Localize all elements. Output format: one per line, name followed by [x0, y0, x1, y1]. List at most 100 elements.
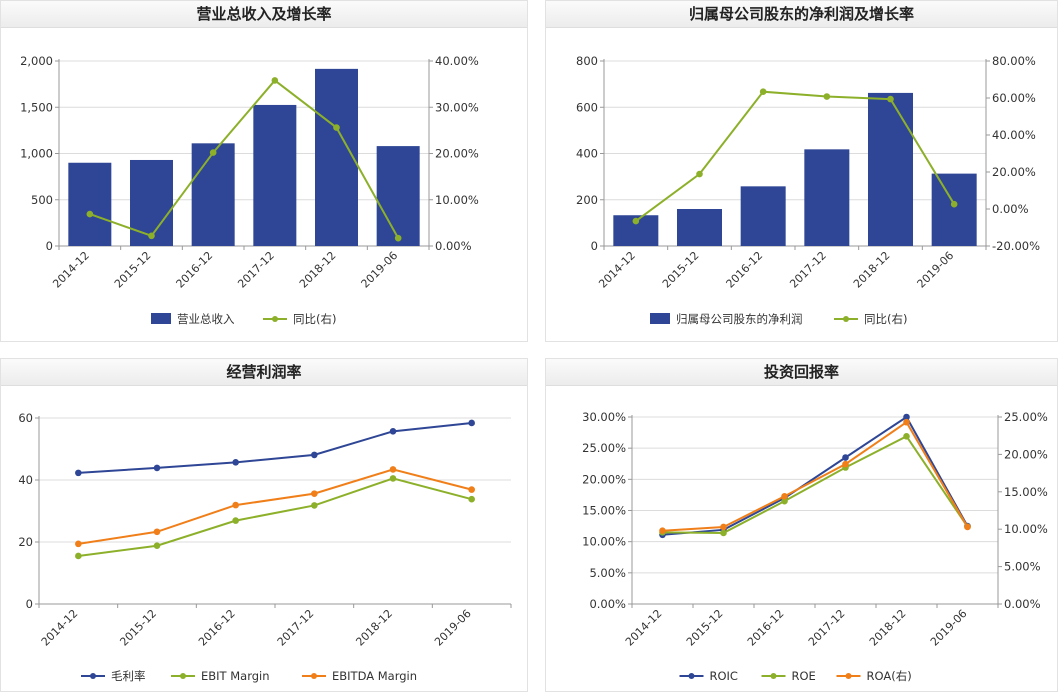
data-point: [842, 454, 849, 461]
y2-tick-label: 20.00%: [1004, 447, 1048, 461]
y2-tick-label: -20.00%: [992, 239, 1040, 253]
net-profit-chart: 0 200 400 600 800 -20.00% 0.00% 20.00% 40.00% 60.…: [576, 54, 1040, 326]
bar: [740, 186, 786, 246]
series-line: [78, 468, 472, 545]
x-tick-label: 2019-06: [915, 249, 957, 291]
data-point: [311, 451, 318, 459]
x-tick-label: 2016-12: [724, 249, 766, 291]
data-point: [148, 232, 155, 240]
x-tick-label: 2014-12: [39, 607, 81, 649]
net-profit-chart-panel: 归属母公司股东的净利润及增长率 0 200 400 600 800 -20.00% 0.00…: [545, 0, 1058, 342]
y-tick-label: 200: [576, 193, 598, 207]
bar: [68, 162, 112, 246]
data-point: [720, 523, 727, 531]
data-point: [75, 469, 82, 477]
data-point: [468, 486, 475, 493]
legend-label: 同比(右): [864, 312, 907, 326]
bar: [376, 146, 420, 246]
data-point: [389, 428, 397, 435]
y-tick-label: 1,000: [20, 147, 53, 161]
revenue-chart: 0 500 1,000 1,500 2,000 0.00% 10.00% 20.00% 30.0…: [20, 54, 479, 326]
legend-swatch: [272, 316, 278, 322]
data-point: [903, 418, 910, 426]
data-point: [887, 95, 894, 103]
series-line: [662, 420, 969, 532]
data-point: [311, 490, 318, 497]
y-tick-label: 0: [46, 239, 53, 253]
data-point: [950, 200, 958, 208]
y2-tick-label: 10.00%: [1004, 522, 1048, 536]
chart-title: 营业总收入及增长率: [1, 1, 527, 28]
x-tick-label: 2014-12: [623, 607, 665, 649]
data-point: [389, 475, 397, 482]
y2-tick-label: 0.00%: [1004, 597, 1041, 611]
x-tick-label: 2017-12: [275, 607, 317, 649]
x-tick-label: 2017-12: [806, 607, 848, 649]
y2-tick-label: 20.00%: [992, 165, 1036, 179]
chart-title: 归属母公司股东的净利润及增长率: [546, 1, 1057, 28]
y-tick-label: 5.00%: [589, 566, 626, 580]
operating-margin-chart-panel: 经营利润率 0 20 40 60 2014-12 2015-12 2016-12 2017-1…: [0, 358, 528, 692]
data-point: [468, 495, 475, 503]
bar: [191, 143, 235, 246]
y-tick-label: 500: [31, 193, 53, 207]
y2-tick-label: 40.00%: [435, 54, 479, 68]
y2-tick-label: 80.00%: [992, 54, 1036, 68]
x-tick-label: 2016-12: [174, 249, 216, 291]
bar: [804, 149, 850, 246]
operating-margin-chart: 0 20 40 60 2014-12 2015-12 2016-12 2017-12 2018-…: [18, 411, 512, 683]
data-point: [232, 459, 239, 466]
y2-tick-label: 20.00%: [435, 147, 479, 161]
x-tick-label: 2018-12: [851, 249, 893, 291]
series-line: [78, 477, 472, 557]
data-point: [720, 529, 727, 537]
legend-swatch: [845, 673, 852, 679]
data-point: [842, 460, 849, 468]
y2-tick-label: 5.00%: [1004, 560, 1041, 574]
legend-swatch: [311, 673, 317, 679]
series-line: [78, 421, 472, 474]
legend-label: EBIT Margin: [201, 669, 270, 683]
data-point: [964, 523, 971, 531]
data-point: [781, 497, 788, 505]
y2-tick-label: 10.00%: [435, 193, 479, 207]
chart-title: 经营利润率: [1, 359, 527, 386]
y-tick-label: 0.00%: [589, 597, 626, 611]
legend-label: EBITDA Margin: [332, 669, 417, 683]
revenue-chart-panel: 营业总收入及增长率 0 500 1,000 1,500 2,000 0.00% 10.00%…: [0, 0, 528, 342]
y2-tick-label: 25.00%: [1004, 410, 1048, 424]
y2-tick-label: 0.00%: [992, 202, 1029, 216]
legend-label: 同比(右): [293, 312, 336, 326]
data-point: [271, 77, 279, 84]
x-tick-label: 2017-12: [235, 249, 277, 291]
bar: [677, 209, 722, 246]
legend-swatch: [650, 313, 670, 324]
y-tick-label: 20.00%: [582, 472, 626, 486]
data-point: [903, 413, 910, 421]
x-tick-label: 2019-06: [432, 607, 474, 649]
data-point: [389, 466, 397, 473]
legend-swatch: [770, 673, 777, 679]
x-tick-label: 2014-12: [596, 249, 638, 291]
data-point: [153, 464, 161, 472]
legend-label: ROIC: [710, 669, 738, 683]
y-tick-label: 0: [591, 239, 598, 253]
legend-label: 毛利率: [111, 669, 146, 683]
x-tick-label: 2014-12: [50, 249, 92, 291]
x-tick-label: 2018-12: [297, 249, 339, 291]
data-point: [659, 527, 666, 534]
data-point: [311, 502, 318, 509]
y2-tick-label: 30.00%: [435, 100, 479, 114]
y-tick-label: 20: [18, 535, 33, 549]
y2-tick-label: 0.00%: [435, 239, 472, 253]
x-tick-label: 2019-06: [928, 607, 970, 649]
x-tick-label: 2015-12: [660, 249, 702, 291]
legend-label: 归属母公司股东的净利润: [676, 312, 803, 326]
y-tick-label: 60: [18, 411, 33, 425]
x-tick-label: 2018-12: [353, 607, 395, 649]
data-point: [75, 552, 82, 560]
x-tick-label: 2019-06: [359, 249, 401, 291]
x-tick-label: 2015-12: [117, 607, 159, 649]
data-point: [153, 528, 161, 536]
bar: [868, 92, 913, 246]
